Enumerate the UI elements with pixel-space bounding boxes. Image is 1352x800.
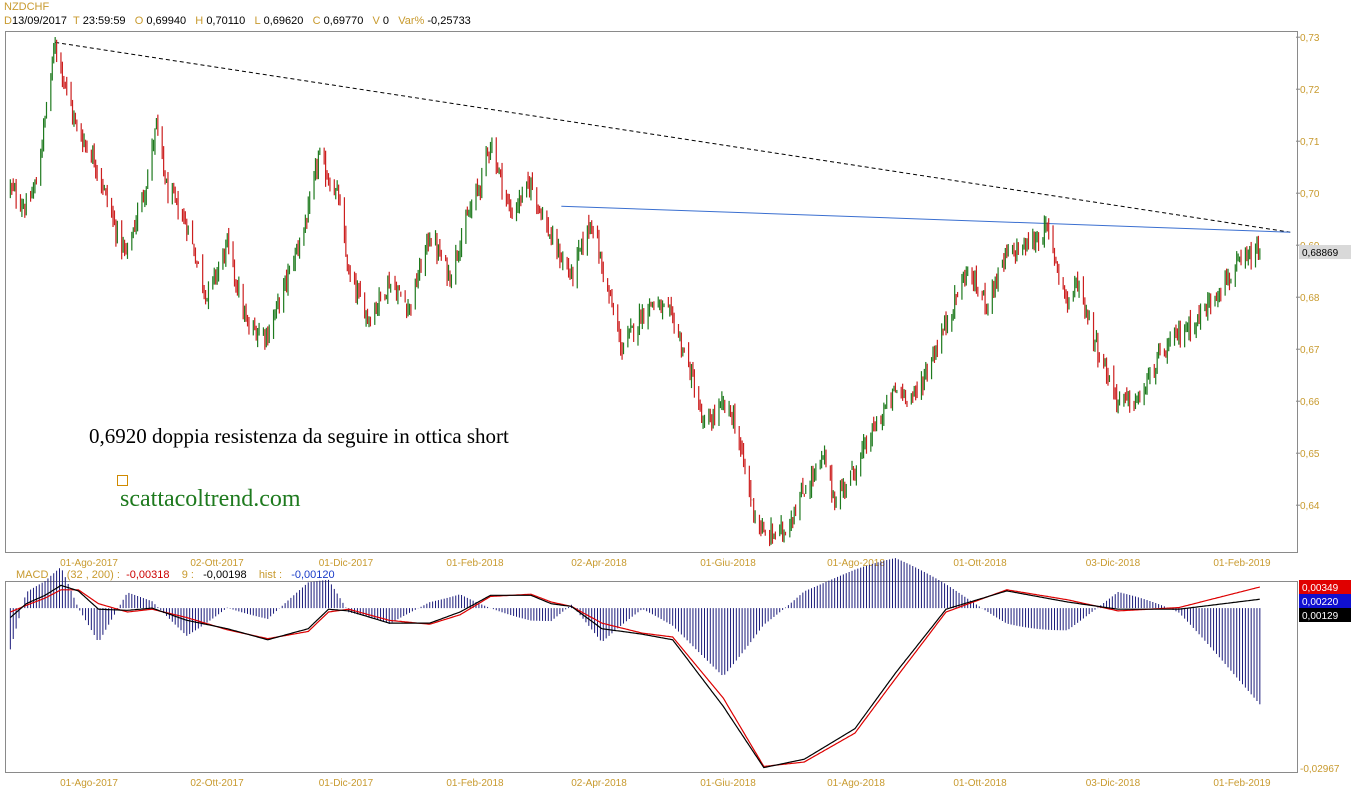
date-key: D	[4, 15, 12, 27]
website-link[interactable]: scattacoltrend.com	[120, 486, 301, 512]
time-key: T	[72, 15, 80, 27]
resistance-line	[561, 205, 1291, 233]
macd-x-tick-label: 02-Apr-2018	[571, 778, 627, 789]
checkbox-icon	[117, 475, 128, 486]
macd-x-tick-label: 01-Feb-2018	[446, 778, 504, 789]
high-key: H	[195, 15, 204, 27]
y-tick-label: 0,65	[1300, 449, 1320, 460]
macd-x-tick-label: 01-Ago-2018	[827, 778, 885, 789]
macd-value: -0,00318	[126, 569, 170, 581]
low-key: L	[254, 15, 261, 27]
symbol-title: NZDCHF	[4, 1, 50, 13]
y-tick-label: 0,64	[1300, 501, 1320, 512]
y-tick-label: 0,71	[1300, 137, 1320, 148]
var-value: -0,25733	[427, 15, 471, 27]
date-value: 13/09/2017	[11, 15, 68, 27]
macd-x-tick-label: 01-Feb-2019	[1213, 778, 1271, 789]
signal-key: 9 :	[181, 569, 194, 581]
open-value: 0,69940	[146, 15, 187, 27]
macd-params: (32 , 200) :	[66, 569, 120, 581]
close-key: C	[312, 15, 321, 27]
x-tick-label: 03-Dic-2018	[1086, 558, 1141, 569]
x-tick-label: 01-Ott-2018	[953, 558, 1007, 569]
y-tick-label: 0,73	[1300, 33, 1320, 44]
macd-x-tick-label: 02-Ott-2017	[190, 778, 244, 789]
x-tick-label: 01-Ago-2018	[827, 558, 885, 569]
y-tick-label: 0,72	[1300, 85, 1320, 96]
x-tick-label: 01-Dic-2017	[319, 558, 374, 569]
hist-value: -0,00120	[291, 569, 335, 581]
hist-key: hist :	[258, 569, 283, 581]
macd-name: MACD	[16, 569, 49, 581]
macd-value-label: 0,00220	[1302, 597, 1339, 608]
macd-value-label: 0,00129	[1302, 611, 1339, 622]
macd-value-box	[1299, 608, 1351, 622]
x-tick-label: 02-Ott-2017	[190, 558, 244, 569]
macd-header: MACD (32 , 200) : -0,00318 9 : -0,00198 …	[16, 569, 335, 581]
macd-x-tick-label: 01-Ago-2017	[60, 778, 118, 789]
macd-value-box	[1299, 594, 1351, 608]
last-price-label: 0,68869	[1302, 248, 1339, 259]
volume-value: 0	[382, 15, 390, 27]
signal-value: -0,00198	[203, 569, 247, 581]
x-tick-label: 01-Feb-2018	[446, 558, 504, 569]
open-key: O	[134, 15, 144, 27]
close-value: 0,69770	[323, 15, 364, 27]
macd-x-tick-label: 03-Dic-2018	[1086, 778, 1141, 789]
macd-x-tick-label: 01-Dic-2017	[319, 778, 374, 789]
var-key: Var%	[398, 15, 425, 27]
macd-panel[interactable]	[5, 581, 1298, 773]
last-price-box	[1299, 245, 1351, 260]
analysis-comment: 0,6920 doppia resistenza da seguire in o…	[89, 424, 509, 448]
time-value: 23:59:59	[82, 15, 126, 27]
x-tick-label: 01-Feb-2019	[1213, 558, 1271, 569]
macd-min-label: -0,02967	[1300, 764, 1340, 775]
low-value: 0,69620	[263, 15, 304, 27]
y-tick-label: 0,67	[1300, 345, 1320, 356]
macd-line	[9, 584, 1260, 769]
x-tick-label: 01-Giu-2018	[700, 558, 756, 569]
x-tick-label: 02-Apr-2018	[571, 558, 627, 569]
high-value: 0,70110	[206, 15, 246, 27]
price-panel[interactable]	[5, 31, 1298, 553]
ohlc-header: D13/09/2017 T 23:59:59 O 0,69940 H 0,701…	[4, 15, 471, 27]
macd-x-tick-label: 01-Giu-2018	[700, 778, 756, 789]
x-tick-label: 01-Ago-2017	[60, 558, 118, 569]
y-tick-label: 0,70	[1300, 189, 1320, 200]
y-tick-label: 0,66	[1300, 397, 1320, 408]
macd-value-box	[1299, 580, 1351, 594]
dashed-trendline	[55, 41, 1291, 233]
macd-x-tick-label: 01-Ott-2018	[953, 778, 1007, 789]
volume-key: V	[372, 15, 380, 27]
macd-value-label: 0,00349	[1302, 583, 1339, 594]
y-tick-label: 0,68	[1300, 293, 1320, 304]
